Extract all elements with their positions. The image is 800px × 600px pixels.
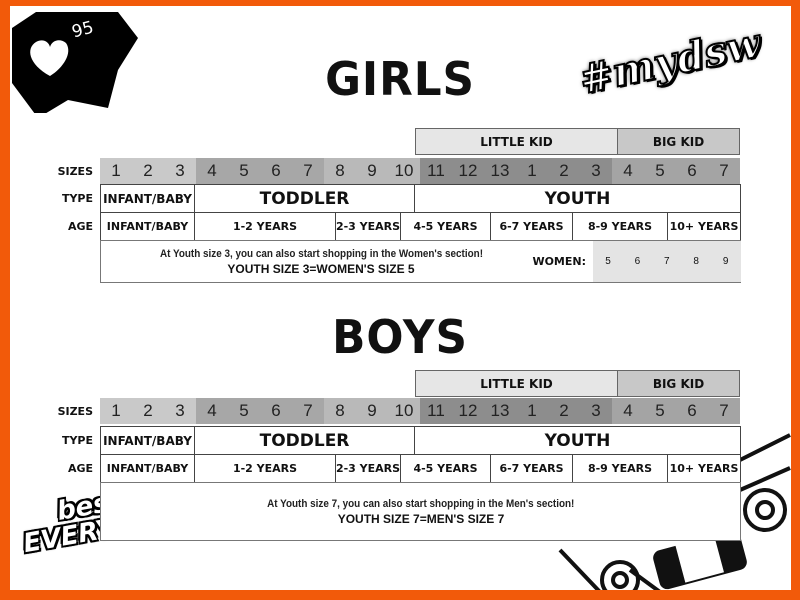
row-label-type: TYPE [61, 191, 93, 205]
age-cell: 1-2 YEARS [194, 454, 336, 483]
header-big-kid: BIG KID [617, 370, 740, 397]
row-label-age: AGE [67, 461, 93, 475]
size-cell[interactable]: 3 [164, 158, 196, 184]
size-cell[interactable]: 5 [228, 158, 260, 184]
size-cell[interactable]: 6 [676, 158, 708, 184]
note-box: At Youth size 7, you can also start shop… [100, 482, 741, 541]
size-cell[interactable]: 3 [580, 158, 612, 184]
age-cell: 10+ YEARS [667, 212, 741, 241]
note-text: At Youth size 3, you can also start shop… [101, 248, 541, 276]
age-cell: 6-7 YEARS [490, 454, 573, 483]
size-cell[interactable]: 2 [132, 398, 164, 424]
type-cell: TODDLER [194, 426, 415, 455]
heart-icon [30, 40, 69, 76]
age-cell: 6-7 YEARS [490, 212, 573, 241]
size-cell[interactable]: 8 [324, 398, 356, 424]
size-cell[interactable]: 9 [356, 398, 388, 424]
size-cell[interactable]: 11 [420, 158, 452, 184]
size-cell[interactable]: 9 [356, 158, 388, 184]
header-big-kid: BIG KID [617, 128, 740, 155]
size-cell[interactable]: 13 [484, 158, 516, 184]
size-cell[interactable]: 11 [420, 398, 452, 424]
note-text: At Youth size 7, you can also start shop… [101, 498, 741, 526]
age-cell: INFANT/BABY [100, 212, 195, 241]
size-cell[interactable]: 5 [644, 398, 676, 424]
size-cell[interactable]: 10 [388, 398, 420, 424]
size-cell[interactable]: 7 [292, 158, 324, 184]
age-cell: 1-2 YEARS [194, 212, 336, 241]
row-label-sizes: SIZES [57, 164, 93, 178]
type-cell: INFANT/BABY [100, 426, 195, 455]
size-cell[interactable]: 6 [676, 398, 708, 424]
header-little-kid: LITTLE KID [415, 370, 618, 397]
type-cell: YOUTH [414, 426, 741, 455]
header-little-kid: LITTLE KID [415, 128, 618, 155]
row-label-age: AGE [67, 219, 93, 233]
section-title: BOYS [332, 310, 468, 364]
type-cell: TODDLER [194, 184, 415, 213]
type-cell: INFANT/BABY [100, 184, 195, 213]
conversion-size[interactable]: 8 [681, 241, 712, 282]
size-cell[interactable]: 7 [292, 398, 324, 424]
size-cell[interactable]: 1 [516, 398, 548, 424]
size-cell[interactable]: 4 [612, 158, 644, 184]
conversion-size[interactable]: 5 [593, 241, 623, 282]
size-cell[interactable]: 6 [260, 158, 292, 184]
size-cell[interactable]: 8 [324, 158, 356, 184]
note-bold-line: YOUTH SIZE 7=MEN'S SIZE 7 [337, 511, 505, 526]
size-cell[interactable]: 2 [548, 158, 580, 184]
size-cell[interactable]: 12 [452, 398, 484, 424]
type-cell: YOUTH [414, 184, 741, 213]
size-cell[interactable]: 3 [580, 398, 612, 424]
size-cell[interactable]: 12 [452, 158, 484, 184]
age-cell: INFANT/BABY [100, 454, 195, 483]
size-cell[interactable]: 7 [708, 158, 740, 184]
conversion-size[interactable]: 6 [622, 241, 653, 282]
size-cell[interactable]: 4 [612, 398, 644, 424]
age-cell: 2-3 YEARS [335, 212, 401, 241]
size-cell[interactable]: 10 [388, 158, 420, 184]
cassette-illustration [558, 433, 791, 592]
badge [12, 12, 138, 113]
size-cell[interactable]: 1 [100, 398, 132, 424]
note-line: At Youth size 7, you can also start shop… [267, 497, 575, 510]
section-title: GIRLS [325, 52, 475, 106]
size-cell[interactable]: 5 [644, 158, 676, 184]
size-cell[interactable]: 2 [132, 158, 164, 184]
conversion-size[interactable]: 9 [710, 241, 741, 282]
size-cell[interactable]: 5 [228, 398, 260, 424]
size-cell[interactable]: 7 [708, 398, 740, 424]
age-cell: 4-5 YEARS [400, 454, 491, 483]
size-cell[interactable]: 2 [548, 398, 580, 424]
conversion-label: WOMEN: [532, 255, 586, 268]
size-cell[interactable]: 3 [164, 398, 196, 424]
age-cell: 2-3 YEARS [335, 454, 401, 483]
size-cell[interactable]: 13 [484, 398, 516, 424]
row-label-type: TYPE [61, 433, 93, 447]
size-cell[interactable]: 4 [196, 158, 228, 184]
conversion-size[interactable]: 7 [651, 241, 682, 282]
size-cell[interactable]: 6 [260, 398, 292, 424]
age-cell: 10+ YEARS [667, 454, 741, 483]
size-cell[interactable]: 1 [100, 158, 132, 184]
size-cell[interactable]: 4 [196, 398, 228, 424]
age-cell: 8-9 YEARS [572, 454, 668, 483]
size-cell[interactable]: 1 [516, 158, 548, 184]
note-line: At Youth size 3, you can also start shop… [159, 247, 483, 260]
age-cell: 4-5 YEARS [400, 212, 491, 241]
age-cell: 8-9 YEARS [572, 212, 668, 241]
note-bold-line: YOUTH SIZE 3=WOMEN'S SIZE 5 [227, 261, 415, 276]
row-label-sizes: SIZES [57, 404, 93, 418]
